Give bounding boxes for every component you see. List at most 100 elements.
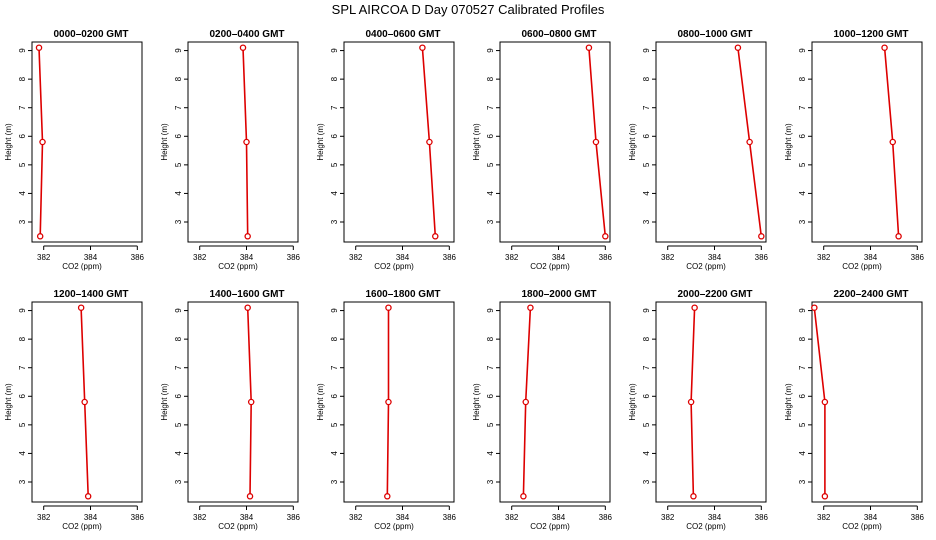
y-tick-label: 3 bbox=[798, 219, 807, 224]
y-axis-label: Height (m) bbox=[316, 123, 325, 161]
y-tick-label: 5 bbox=[642, 162, 651, 167]
y-tick-label: 6 bbox=[174, 394, 183, 399]
data-point bbox=[881, 44, 888, 51]
y-tick-label: 6 bbox=[642, 134, 651, 139]
y-tick-label: 3 bbox=[798, 479, 807, 484]
y-tick-label: 4 bbox=[486, 191, 495, 196]
y-tick-label: 9 bbox=[642, 308, 651, 313]
data-point bbox=[39, 138, 46, 146]
y-tick-label: 8 bbox=[174, 76, 183, 81]
x-tick-label: 384 bbox=[552, 253, 566, 262]
x-axis-label: CO2 (ppm) bbox=[530, 522, 570, 531]
y-tick-label: 8 bbox=[798, 336, 807, 341]
data-point bbox=[81, 398, 88, 406]
y-tick-label: 9 bbox=[174, 48, 183, 53]
x-tick-label: 386 bbox=[755, 253, 769, 262]
x-axis-label: CO2 (ppm) bbox=[218, 262, 258, 271]
y-axis-label: Height (m) bbox=[628, 383, 637, 421]
x-axis-label: CO2 (ppm) bbox=[530, 262, 570, 271]
y-tick-label: 4 bbox=[486, 451, 495, 456]
plot-frame bbox=[655, 41, 767, 243]
panel-title: 1200–1400 GMT bbox=[53, 289, 128, 300]
y-tick-label: 3 bbox=[18, 479, 27, 484]
y-tick-label: 7 bbox=[798, 105, 807, 110]
x-axis-label: CO2 (ppm) bbox=[374, 522, 414, 531]
data-point bbox=[520, 493, 527, 500]
y-tick-label: 8 bbox=[798, 76, 807, 81]
y-tick-label: 4 bbox=[798, 191, 807, 196]
panel-title: 1000–1200 GMT bbox=[833, 29, 908, 40]
x-axis-label: CO2 (ppm) bbox=[686, 522, 726, 531]
data-point bbox=[602, 233, 609, 240]
y-tick-label: 6 bbox=[174, 134, 183, 139]
y-axis-label: Height (m) bbox=[784, 123, 793, 161]
y-tick-label: 9 bbox=[18, 308, 27, 313]
x-axis-label: CO2 (ppm) bbox=[218, 522, 258, 531]
x-tick-label: 384 bbox=[240, 253, 254, 262]
figure-title: SPL AIRCOA D Day 070527 Calibrated Profi… bbox=[331, 2, 605, 17]
data-point bbox=[36, 233, 44, 240]
y-tick-label: 7 bbox=[174, 105, 183, 110]
y-tick-label: 4 bbox=[798, 451, 807, 456]
y-tick-label: 4 bbox=[642, 451, 651, 456]
y-tick-label: 4 bbox=[18, 451, 27, 456]
data-point bbox=[419, 44, 426, 51]
y-tick-label: 8 bbox=[18, 336, 27, 341]
y-tick-label: 5 bbox=[486, 422, 495, 427]
y-tick-label: 5 bbox=[330, 422, 339, 427]
data-point bbox=[687, 398, 695, 406]
y-axis-label: Height (m) bbox=[472, 123, 481, 161]
y-tick-label: 5 bbox=[798, 422, 807, 427]
data-point bbox=[247, 398, 255, 406]
x-tick-label: 384 bbox=[84, 513, 98, 522]
panel-title: 0200–0400 GMT bbox=[209, 29, 284, 40]
y-tick-label: 4 bbox=[174, 191, 183, 196]
y-tick-label: 6 bbox=[798, 134, 807, 139]
x-tick-label: 384 bbox=[864, 513, 878, 522]
x-tick-label: 384 bbox=[240, 513, 254, 522]
data-point bbox=[243, 138, 250, 146]
data-point bbox=[690, 493, 697, 500]
x-tick-label: 382 bbox=[661, 513, 675, 522]
x-tick-label: 382 bbox=[505, 253, 519, 262]
data-point bbox=[84, 493, 92, 500]
y-tick-label: 5 bbox=[174, 162, 183, 167]
x-axis-label: CO2 (ppm) bbox=[842, 522, 882, 531]
y-axis-label: Height (m) bbox=[4, 383, 13, 421]
data-point bbox=[691, 304, 698, 311]
y-tick-label: 8 bbox=[18, 76, 27, 81]
y-tick-label: 7 bbox=[18, 105, 27, 110]
y-tick-label: 9 bbox=[486, 48, 495, 53]
plot-frame bbox=[499, 41, 611, 243]
x-tick-label: 382 bbox=[505, 513, 519, 522]
plot-frame bbox=[811, 301, 923, 503]
y-axis-label: Height (m) bbox=[316, 383, 325, 421]
x-tick-label: 382 bbox=[817, 513, 831, 522]
panel-title: 1600–1800 GMT bbox=[365, 289, 440, 300]
y-tick-label: 9 bbox=[18, 48, 27, 53]
y-tick-label: 6 bbox=[486, 394, 495, 399]
x-tick-label: 382 bbox=[817, 253, 831, 262]
y-axis-label: Height (m) bbox=[160, 383, 169, 421]
x-tick-label: 382 bbox=[349, 513, 363, 522]
data-point bbox=[385, 304, 392, 311]
y-axis-label: Height (m) bbox=[160, 123, 169, 161]
y-tick-label: 9 bbox=[330, 308, 339, 313]
panel-title: 0400–0600 GMT bbox=[365, 29, 440, 40]
data-point bbox=[246, 493, 254, 500]
y-tick-label: 7 bbox=[330, 105, 339, 110]
panel-title: 1800–2000 GMT bbox=[521, 289, 596, 300]
y-tick-label: 3 bbox=[330, 219, 339, 224]
data-point bbox=[895, 233, 902, 240]
data-point bbox=[592, 138, 600, 146]
data-point bbox=[244, 233, 251, 240]
y-axis-label: Height (m) bbox=[628, 123, 637, 161]
x-tick-label: 386 bbox=[443, 253, 457, 262]
y-tick-label: 8 bbox=[486, 336, 495, 341]
y-tick-label: 5 bbox=[642, 422, 651, 427]
plot-frame bbox=[31, 301, 143, 503]
x-tick-label: 384 bbox=[708, 253, 722, 262]
x-tick-label: 384 bbox=[84, 253, 98, 262]
y-tick-label: 7 bbox=[642, 365, 651, 370]
